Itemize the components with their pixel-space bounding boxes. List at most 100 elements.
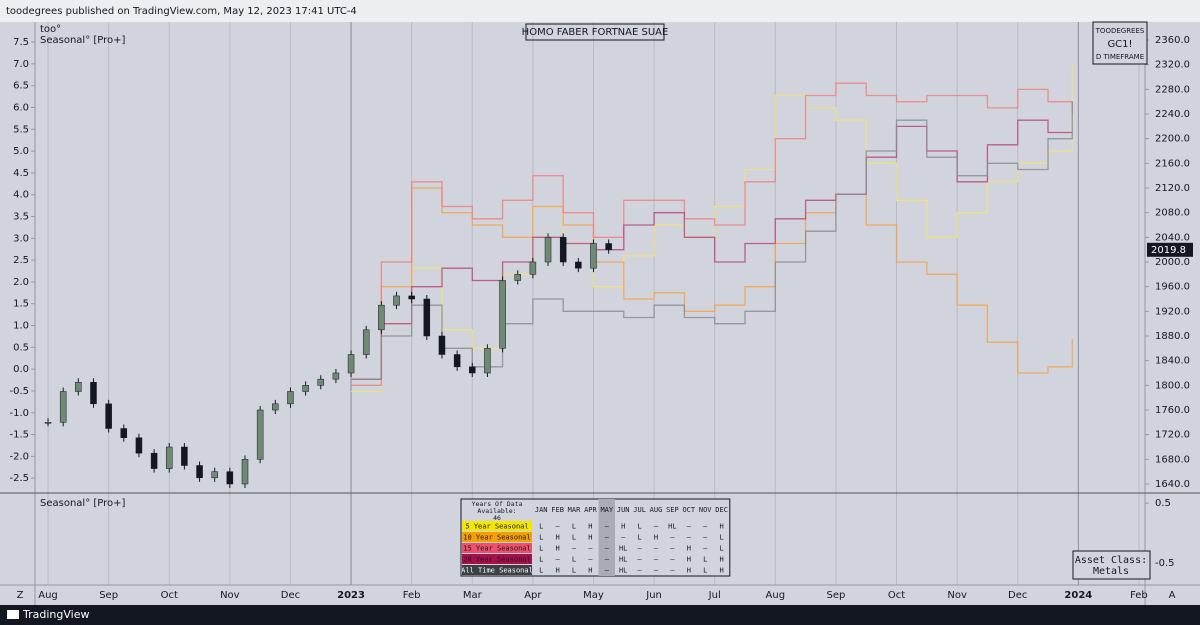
info-timeframe: D TIMEFRAME [1096,53,1144,61]
candle [605,243,612,251]
footer-bar [0,605,1200,625]
y-tick-label: -2.5 [9,473,29,484]
x-tick-label: Aug [766,590,786,601]
month-header: AUG [650,506,663,514]
table-cell: H [555,545,559,553]
info-symbol: GC1! [1107,39,1132,50]
candle [332,372,340,380]
auto-button[interactable]: A [1169,590,1176,601]
y-tick-label: 7.0 [13,59,29,70]
candle [196,465,203,479]
x-tick-label: Oct [888,590,905,601]
table-cell: H [621,523,625,531]
title-box [525,23,665,41]
indicator-name: Seasonal° [Pro+] [40,35,126,46]
x-tick-label: Nov [220,590,240,601]
table-cell: H [555,534,559,542]
month-header: MAY [600,506,613,514]
zoom-button[interactable]: Z [17,590,24,601]
row-label: 5 Year Seasonal [465,523,528,531]
table-cell: – [654,545,659,553]
row-label: 10 Year Seasonal [463,534,530,542]
x-tick-label: Sep [99,590,118,601]
table-cell: – [637,556,642,564]
table-cell: – [703,534,708,542]
y-tick-label: 5.5 [13,124,29,135]
table-cell: – [670,534,675,542]
y-tick-label: 5.0 [13,146,29,157]
x-tick-label: Nov [947,590,967,601]
x-tick-label: 2024 [1064,590,1092,601]
table-cell: – [605,534,610,542]
candle [90,381,97,405]
table-cell: L [572,567,576,575]
candle [211,471,218,479]
candle [347,354,355,374]
table-cell: H [719,523,723,531]
table-cell: – [670,556,675,564]
candle [241,459,249,485]
seasonal-line [351,82,1073,386]
y-tick-label: 4.0 [13,190,29,201]
table-cell: L [637,534,641,542]
x-tick-label: 2023 [337,590,365,601]
y2-tick-label: 2280.0 [1155,84,1190,95]
x-tick-label: Oct [161,590,178,601]
table-cell: – [555,556,560,564]
y-tick-label: 6.0 [13,102,29,113]
table-cell: H [719,567,723,575]
y2-tick-label: 1960.0 [1155,282,1190,293]
table-cell: – [605,567,610,575]
y2-tick-label: 1640.0 [1155,479,1190,490]
row-label-bg [462,521,532,531]
candle [408,295,415,300]
y-tick-label: 0.5 [13,342,29,353]
row-label-bg [462,565,532,575]
candle [302,385,309,392]
y2-tick-label: 1840.0 [1155,356,1190,367]
footer-brand: TradingView [22,608,89,621]
row-label-bg [462,532,532,542]
y-tick-label: -0.5 [9,386,29,397]
candle [272,403,279,411]
table-cell: – [670,567,675,575]
lower-y-tick-label: -0.5 [1155,558,1175,569]
y-tick-label: 3.0 [13,233,29,244]
candle [105,403,112,429]
current-month-shade [598,499,615,576]
table-cell: L [539,545,543,553]
table-cell: L [572,556,576,564]
seasonal-line [351,119,1073,380]
x-tick-label: Dec [281,590,300,601]
last-price-label: 2019.8 [1151,245,1186,256]
x-tick-label: May [583,590,604,601]
table-cell: – [605,556,610,564]
y-tick-label: 7.5 [13,37,29,48]
y2-tick-label: 2320.0 [1155,60,1190,71]
x-tick-label: Aug [38,590,58,601]
candle [529,261,537,275]
table-cell: – [588,545,593,553]
table-cell: – [687,523,692,531]
asset-value: Metals [1093,566,1129,577]
table-cell: H [654,534,658,542]
month-header: NOV [699,506,712,514]
table-cell: L [719,534,723,542]
indicator-label: too° [40,24,61,35]
candle [150,452,158,469]
table-cell: – [621,534,626,542]
candle [165,446,173,469]
table-cell: L [572,523,576,531]
header-text: toodegrees published on TradingView.com,… [6,6,357,17]
month-header: JUN [617,506,630,514]
table-cell: – [687,534,692,542]
y2-tick-label: 2160.0 [1155,158,1190,169]
month-header: DEC [715,506,728,514]
table-cell: – [555,523,560,531]
chart-title: HOMO FABER FORTNAE SUAE [522,27,669,38]
table-cell: – [703,545,708,553]
month-header: SEP [666,506,679,514]
table-cell: H [555,567,559,575]
table-cell: HL [668,523,676,531]
